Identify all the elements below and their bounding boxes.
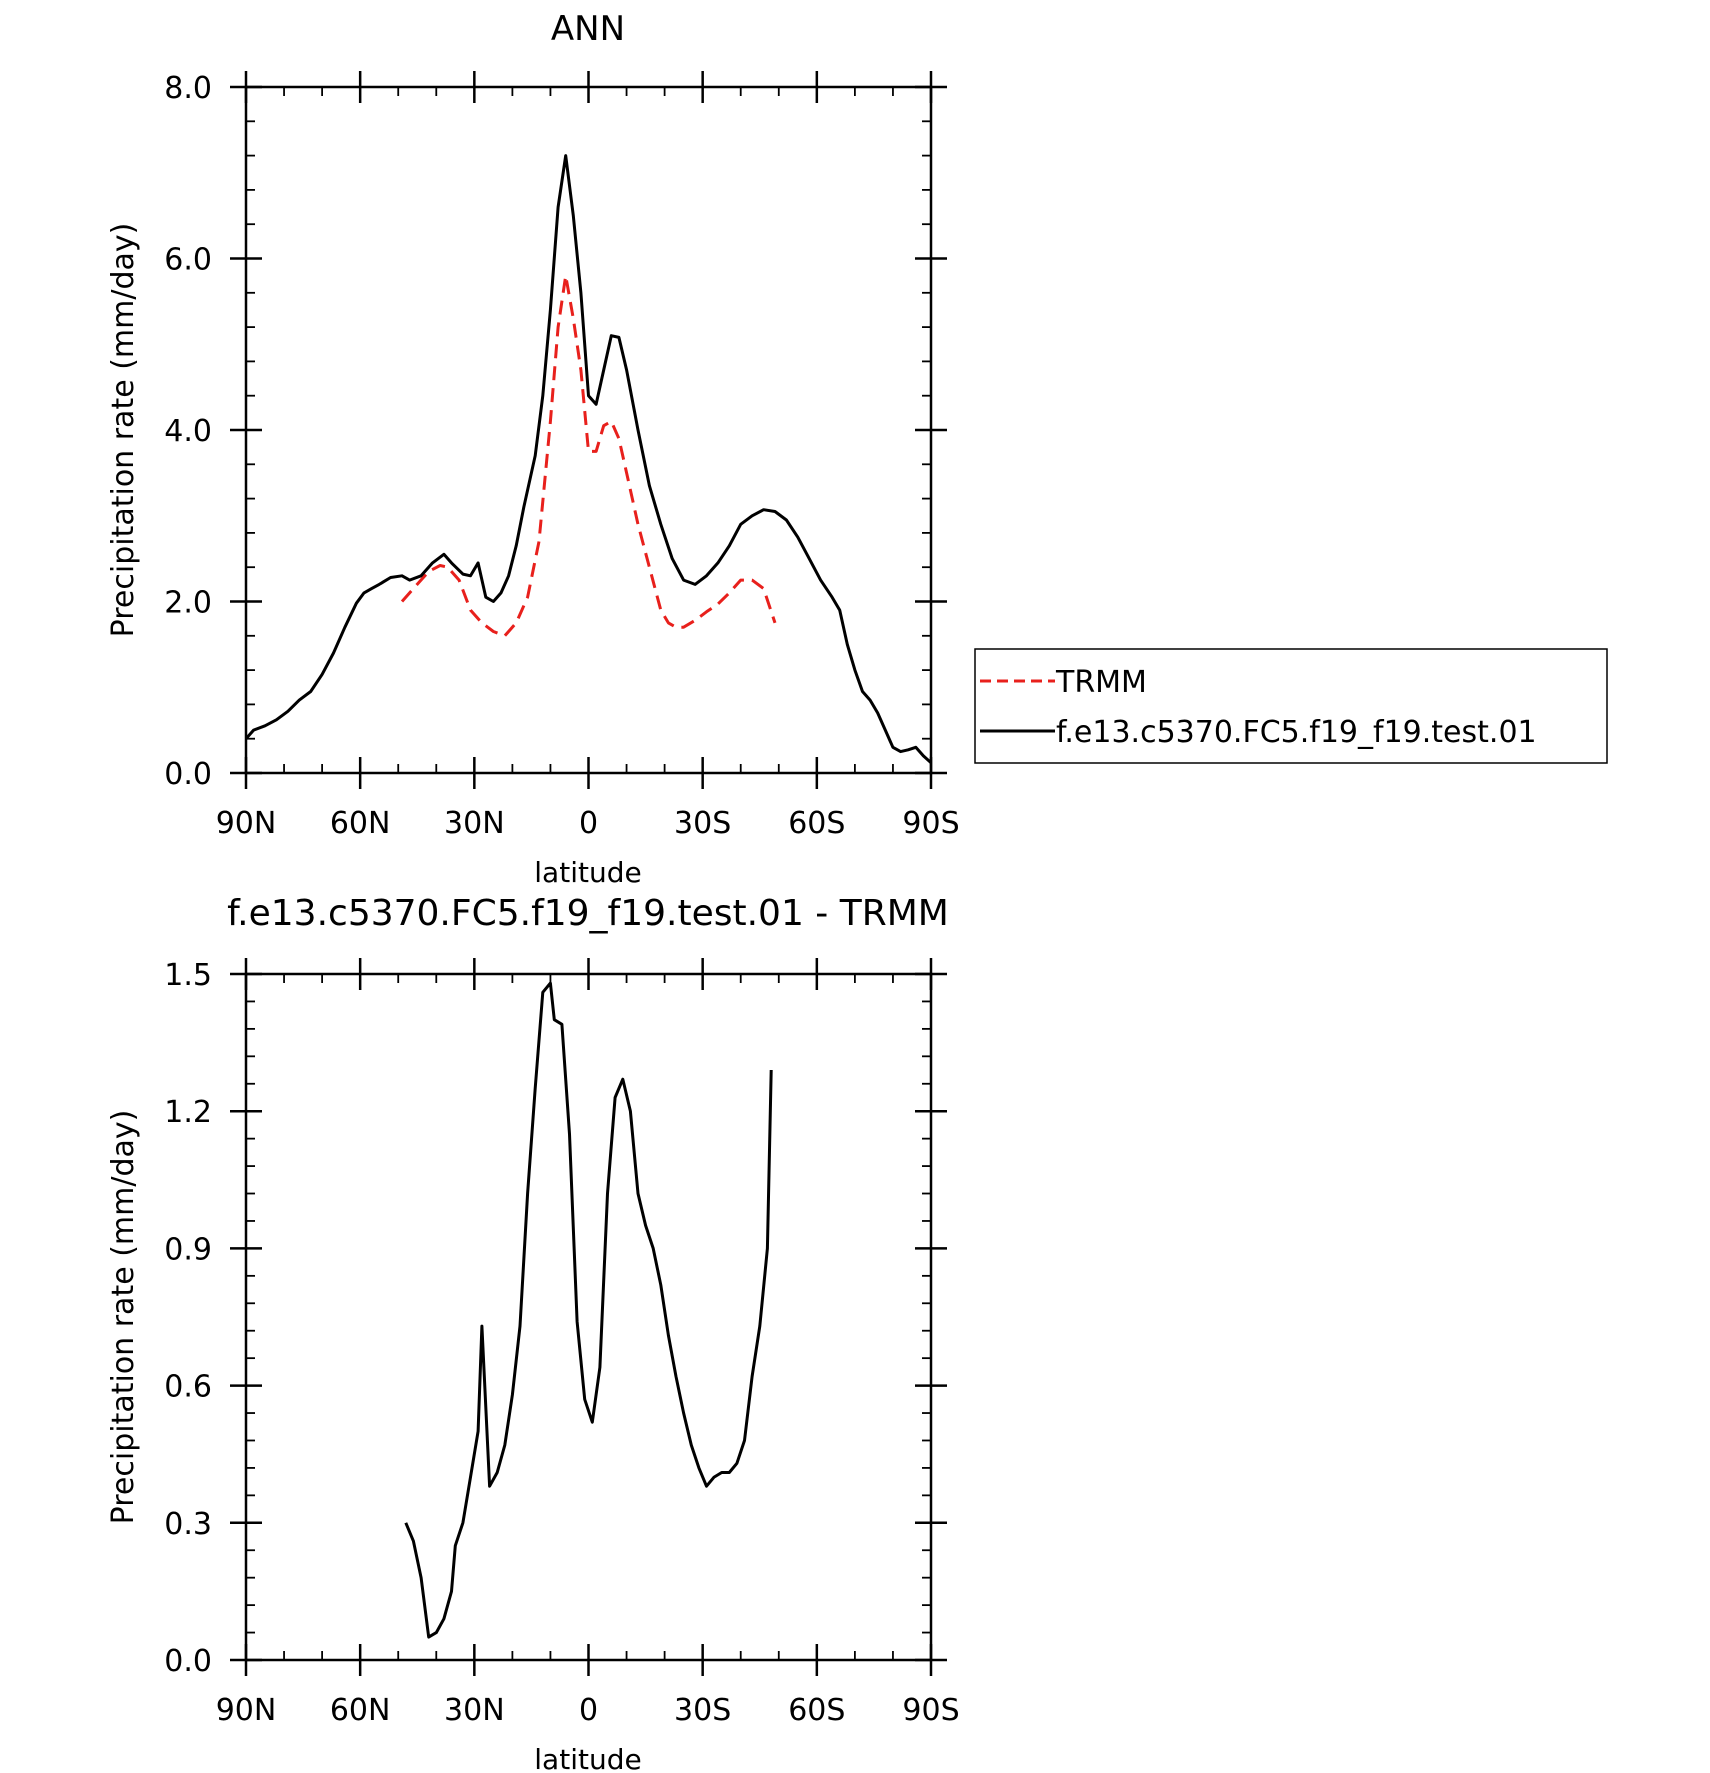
chart-2-plot-frame — [244, 972, 933, 1662]
x-tick-label: 0 — [579, 1693, 598, 1728]
chart-1-plot-frame — [244, 85, 933, 775]
chart-1-title: ANN — [551, 9, 625, 49]
legend-box — [974, 648, 1608, 764]
chart-panel-1: ANN 0.02.04.06.08.0 90N 60N 30N 0 30S 60S 90S … — [106, 9, 1608, 889]
x-tick-label: 60N — [330, 1693, 391, 1728]
series-line-1 — [404, 981, 773, 1639]
chart-1-y-axis-label: Precipitation rate (mm/day) — [106, 223, 141, 638]
y-tick-label: 0.0 — [164, 757, 212, 792]
y-tick-label: 1.5 — [164, 958, 212, 993]
y-tick-label: 4.0 — [164, 414, 212, 449]
chart-2-ticks — [230, 958, 947, 1676]
x-tick-label: 60S — [788, 806, 845, 841]
y-tick-label: 6.0 — [164, 243, 212, 278]
y-tick-label: 0.3 — [164, 1507, 212, 1542]
chart-2-series-lines — [404, 981, 773, 1639]
x-tick-label: 90N — [216, 1693, 277, 1728]
chart-1-x-axis-label: latitude — [534, 856, 641, 889]
legend-label-trmm: TRMM — [1055, 665, 1147, 700]
x-tick-label: 30N — [444, 806, 505, 841]
x-tick-label: 60S — [788, 1693, 845, 1728]
chart-1-series-lines — [244, 154, 933, 764]
y-tick-label: 0.6 — [164, 1370, 212, 1405]
x-tick-label: 0 — [579, 806, 598, 841]
chart-1-ticks — [230, 71, 947, 789]
series-line-trmm — [400, 274, 777, 638]
x-tick-label: 60N — [330, 806, 391, 841]
chart-1-x-tick-labels: 90N 60N 30N 0 30S 60S 90S — [216, 806, 960, 841]
x-tick-label: 30S — [674, 806, 731, 841]
y-tick-label: 0.9 — [164, 1232, 212, 1267]
x-tick-label: 90N — [216, 806, 277, 841]
chart-2-y-axis-label: Precipitation rate (mm/day) — [106, 1110, 141, 1525]
y-tick-label: 2.0 — [164, 586, 212, 621]
chart-2-x-axis-label: latitude — [534, 1743, 641, 1773]
x-tick-label: 30N — [444, 1693, 505, 1728]
x-tick-label: 90S — [902, 1693, 959, 1728]
chart-panel-2: f.e13.c5370.FC5.f19_f19.test.01 - TRMM 0… — [106, 893, 960, 1773]
y-tick-label: 8.0 — [164, 71, 212, 106]
legend-label-model: f.e13.c5370.FC5.f19_f19.test.01 — [1056, 715, 1537, 750]
y-tick-label: 1.2 — [164, 1095, 212, 1130]
x-tick-label: 90S — [902, 806, 959, 841]
series-line-f-e13-c5370-fc5-f19-f19-test-01 — [244, 154, 933, 764]
chart-2-x-tick-labels: 90N 60N 30N 0 30S 60S 90S — [216, 1693, 960, 1728]
chart-2-y-tick-labels: 0.0 0.3 0.6 0.9 1.2 1.5 — [164, 958, 212, 1679]
chart-1-legend: TRMM f.e13.c5370.FC5.f19_f19.test.01 — [974, 648, 1608, 764]
chart-2-title: f.e13.c5370.FC5.f19_f19.test.01 - TRMM — [227, 893, 949, 934]
y-tick-label: 0.0 — [164, 1644, 212, 1679]
x-tick-label: 30S — [674, 1693, 731, 1728]
chart-1-y-tick-labels: 0.0 2.0 4.0 6.0 8.0 — [164, 71, 212, 792]
